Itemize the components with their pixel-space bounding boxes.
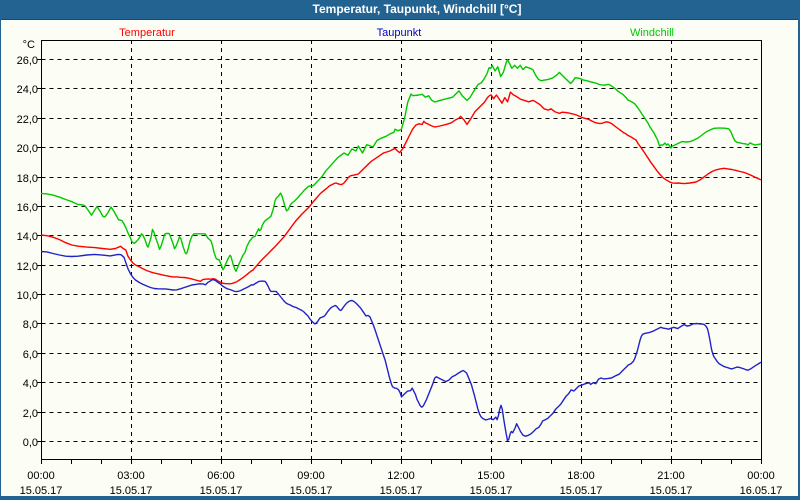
svg-text:15.05.17: 15.05.17 <box>110 485 153 497</box>
svg-text:2,0: 2,0 <box>23 408 38 420</box>
svg-text:15.05.17: 15.05.17 <box>560 485 603 497</box>
svg-text:4,0: 4,0 <box>23 378 38 390</box>
svg-text:21:00: 21:00 <box>657 470 685 482</box>
svg-text:09:00: 09:00 <box>297 470 325 482</box>
svg-text:03:00: 03:00 <box>117 470 145 482</box>
svg-text:Windchill: Windchill <box>630 27 674 39</box>
svg-text:Taupunkt: Taupunkt <box>377 27 422 39</box>
svg-text:18,0: 18,0 <box>17 173 38 185</box>
svg-text:18:00: 18:00 <box>567 470 595 482</box>
svg-text:0,0: 0,0 <box>23 437 38 449</box>
svg-text:00:00: 00:00 <box>27 470 55 482</box>
svg-text:20,0: 20,0 <box>17 143 38 155</box>
svg-text:°C: °C <box>23 39 35 51</box>
svg-text:15.05.17: 15.05.17 <box>200 485 243 497</box>
svg-text:15.05.17: 15.05.17 <box>650 485 693 497</box>
svg-text:15.05.17: 15.05.17 <box>20 485 63 497</box>
svg-text:12,0: 12,0 <box>17 261 38 273</box>
svg-text:10,0: 10,0 <box>17 290 38 302</box>
svg-text:00:00: 00:00 <box>747 470 775 482</box>
svg-text:16,0: 16,0 <box>17 202 38 214</box>
svg-text:15.05.17: 15.05.17 <box>290 485 333 497</box>
svg-text:26,0: 26,0 <box>17 55 38 67</box>
svg-text:14,0: 14,0 <box>17 231 38 243</box>
svg-text:06:00: 06:00 <box>207 470 235 482</box>
svg-text:6,0: 6,0 <box>23 349 38 361</box>
svg-text:15.05.17: 15.05.17 <box>380 485 423 497</box>
svg-text:22,0: 22,0 <box>17 114 38 126</box>
svg-text:24,0: 24,0 <box>17 84 38 96</box>
svg-text:16.05.17: 16.05.17 <box>740 485 783 497</box>
svg-text:15.05.17: 15.05.17 <box>470 485 513 497</box>
svg-text:15:00: 15:00 <box>477 470 505 482</box>
svg-text:12:00: 12:00 <box>387 470 415 482</box>
svg-text:8,0: 8,0 <box>23 319 38 331</box>
svg-text:Temperatur: Temperatur <box>119 27 175 39</box>
